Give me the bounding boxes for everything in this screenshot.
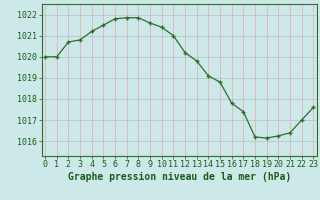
X-axis label: Graphe pression niveau de la mer (hPa): Graphe pression niveau de la mer (hPa) <box>68 172 291 182</box>
